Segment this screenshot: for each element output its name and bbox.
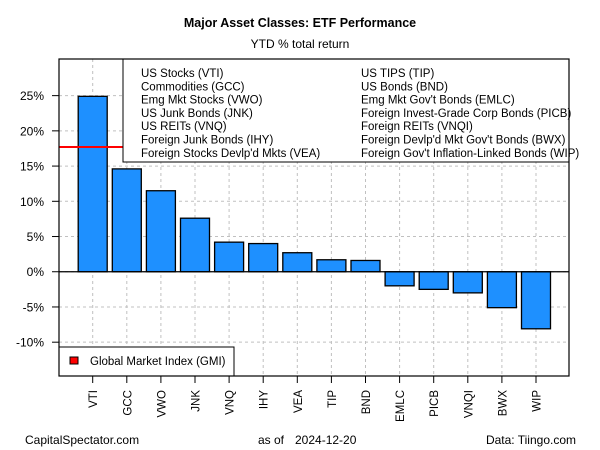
x-tick-label: JNK <box>191 390 203 412</box>
y-tick-label: 20% <box>20 124 44 138</box>
chart-subtitle: YTD % total return <box>251 37 350 51</box>
y-tick-label: 25% <box>20 89 44 103</box>
legend-top: US Stocks (VTI)Commodities (GCC) Emg Mkt … <box>122 58 579 163</box>
bar-ihy <box>248 242 279 273</box>
legend-item: Foreign Invest-Grade Corp Bonds (PICB) <box>361 108 571 120</box>
x-tick-label: BND <box>361 390 373 414</box>
legend-item: Foreign Gov't Inflation-Linked Bonds (WI… <box>361 148 579 160</box>
legend-item: Emg Mkt Stocks (VWO) <box>141 95 263 107</box>
x-tick-label: PICB <box>429 390 441 417</box>
y-tick-label: -10% <box>16 336 44 350</box>
x-tick-label: VWO <box>156 390 168 418</box>
legend-item: US REITs (VNQ) <box>141 121 227 133</box>
bar-vnqi <box>452 271 483 294</box>
legend-bottom-box <box>58 346 235 377</box>
legend-item: Foreign REITs (VNQI) <box>361 121 473 133</box>
y-tick-label: 15% <box>20 160 44 174</box>
footer-data-source: Data: Tiingo.com <box>486 433 576 447</box>
y-tick-label: -5% <box>23 300 45 314</box>
legend-item: US Junk Bonds (JNK) <box>141 108 253 120</box>
y-axis: -10% -5% 0% 5% 10% 15% 20% 25% <box>16 89 59 350</box>
x-tick-label: GCC <box>122 390 134 416</box>
legend-column-2: US TIPS (TIP)US Bonds (BND) Emg Mkt Gov't… <box>361 68 579 160</box>
legend-item: Foreign Devlp'd Mkt Gov't Bonds (BWX) <box>361 135 566 147</box>
bar-wip <box>520 271 552 330</box>
x-axis: VTI GCC VWO JNK VNQ IHY VEA TIP BND EMLC PICB VNQI B… <box>88 376 544 422</box>
bar-vwo <box>145 190 177 273</box>
legend-item: Foreign Stocks Devlp'd Mkts (VEA) <box>141 148 320 160</box>
gmi-legend-label: Global Market Index (GMI) <box>90 356 226 368</box>
y-tick-label: 5% <box>27 230 45 244</box>
footer-as-of-label: as of <box>258 433 285 447</box>
gmi-legend-swatch <box>69 356 79 365</box>
legend-item: Commodities (GCC) <box>141 81 245 93</box>
x-tick-label: EMLC <box>395 390 407 422</box>
x-tick-label: BWX <box>497 390 509 417</box>
bar-emlc <box>384 271 415 287</box>
legend-item: Foreign Junk Bonds (IHY) <box>141 135 273 147</box>
x-tick-label: VNQ <box>225 390 237 415</box>
chart-title: Major Asset Classes: ETF Performance <box>184 16 416 30</box>
legend-item: Emg Mkt Gov't Bonds (EMLC) <box>361 95 515 107</box>
x-tick-label: IHY <box>259 390 271 410</box>
bar-vti <box>77 95 108 273</box>
footer-as-of-date: 2024-12-20 <box>295 433 357 447</box>
x-tick-label: WIP <box>532 390 544 412</box>
bar-bnd <box>350 259 381 273</box>
y-tick-label: 0% <box>27 265 45 279</box>
legend-bottom: Global Market Index (GMI) <box>58 346 235 377</box>
bar-vea <box>282 252 313 273</box>
legend-column-1: US Stocks (VTI)Commodities (GCC) Emg Mkt … <box>141 68 320 160</box>
bar-vnq <box>213 241 245 273</box>
x-tick-label: VEA <box>293 390 305 413</box>
bar-bwx <box>486 271 518 309</box>
plot-frame <box>58 58 570 377</box>
legend-item: US Stocks (VTI) <box>141 68 224 80</box>
footer-source: CapitalSpectator.com <box>25 433 139 447</box>
x-tick-label: VTI <box>88 390 100 408</box>
y-tick-label: 10% <box>20 195 44 209</box>
bar-tip <box>316 259 347 273</box>
bar-jnk <box>179 217 211 273</box>
bar-gcc <box>111 168 142 273</box>
legend-item: US Bonds (BND) <box>361 81 448 93</box>
bar-picb <box>418 271 449 291</box>
x-tick-label: VNQI <box>463 390 475 418</box>
legend-item: US TIPS (TIP) <box>361 68 434 80</box>
bars <box>77 95 552 330</box>
x-tick-label: TIP <box>327 390 339 408</box>
